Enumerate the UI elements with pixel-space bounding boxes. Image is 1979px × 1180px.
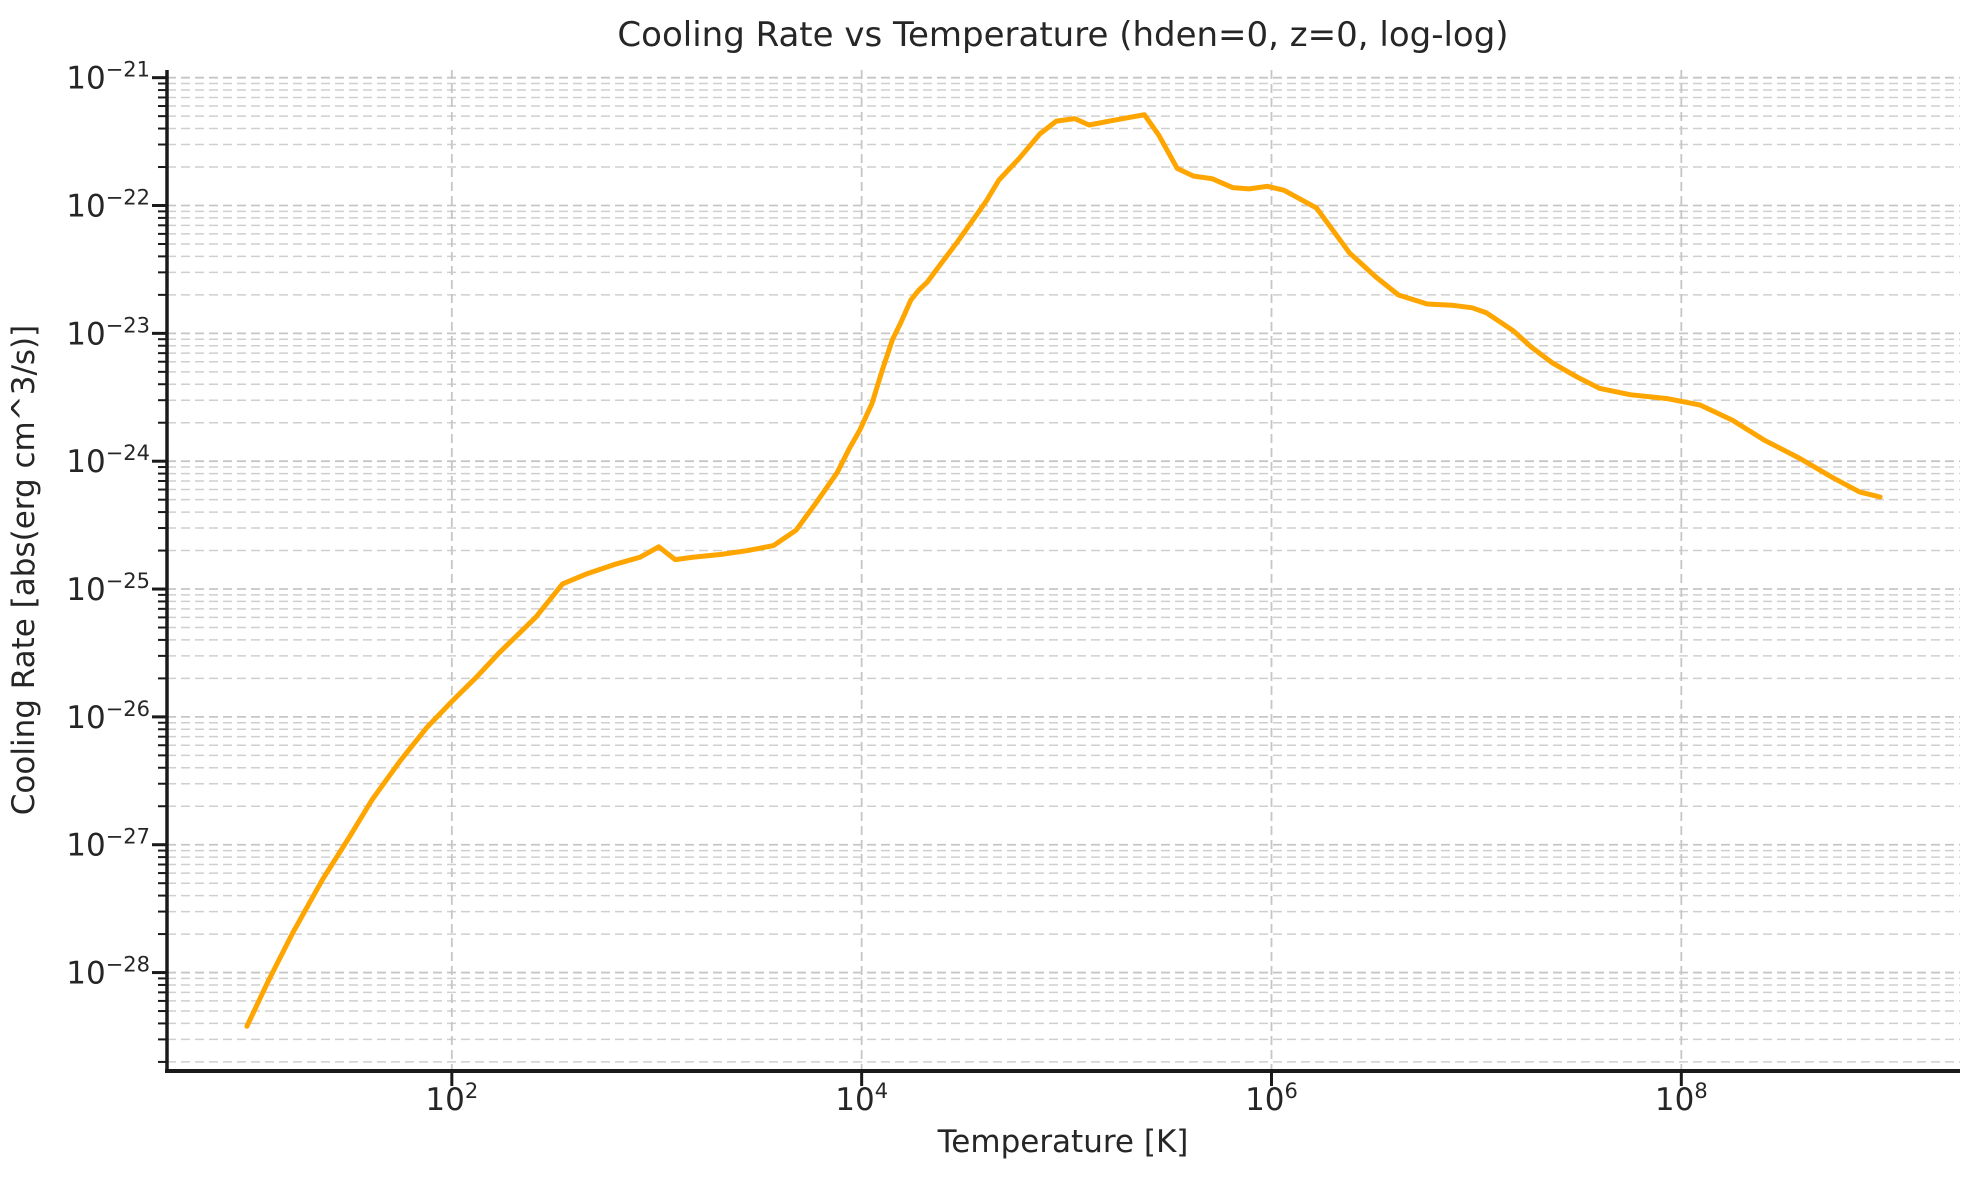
x-tick-label: 106 (1245, 1079, 1298, 1118)
y-major-gridlines (167, 76, 1960, 974)
x-axis-ticks (450, 1071, 1683, 1086)
y-axis-ticks (152, 76, 167, 1063)
x-axis-label: Temperature [K] (937, 1124, 1189, 1160)
y-tick-label: 10−22 (66, 186, 150, 225)
x-major-gridlines (450, 70, 1683, 1071)
x-tick-label: 108 (1655, 1079, 1708, 1118)
chart-title: Cooling Rate vs Temperature (hden=0, z=0… (617, 15, 1508, 55)
y-axis-label: Cooling Rate [abs(erg cm^3/s)] (6, 325, 42, 815)
y-tick-labels: 10−21 10−22 10−23 10−24 10−25 10−26 10−27 10−28 (66, 58, 150, 992)
x-tick-labels: 102 104 106 108 (425, 1079, 1707, 1118)
y-tick-label: 10−25 (66, 569, 150, 608)
spines (165, 70, 1960, 1073)
y-tick-label: 10−23 (66, 313, 150, 352)
y-tick-label: 10−24 (66, 441, 150, 480)
x-tick-label: 104 (835, 1079, 888, 1118)
plot-generated-content: 10−21 10−22 10−23 10−24 10−25 10−26 10−27 10−28… (66, 58, 1960, 1118)
x-tick-label: 102 (425, 1079, 478, 1118)
cooling-curve-line (244, 112, 1883, 1029)
y-tick-label: 10−21 (66, 58, 150, 97)
y-tick-label: 10−26 (66, 697, 150, 736)
y-minor-gridlines (167, 82, 1960, 1063)
y-tick-label: 10−27 (66, 825, 150, 864)
y-tick-label: 10−28 (66, 953, 150, 992)
cooling-curve (244, 112, 1883, 1029)
